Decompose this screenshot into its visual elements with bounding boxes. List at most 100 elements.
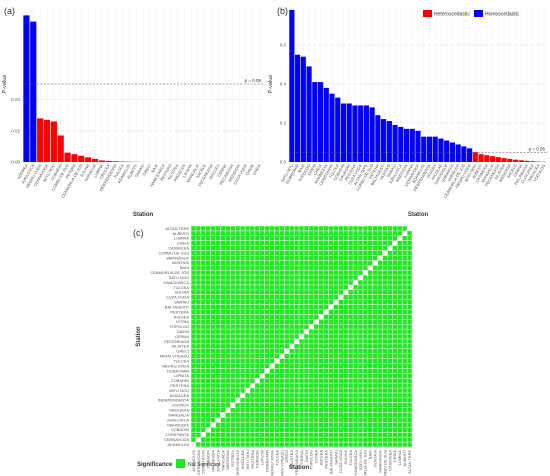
heatmap-cell	[309, 353, 314, 359]
heatmap-cell	[240, 319, 245, 324]
heatmap-cell	[260, 353, 265, 359]
x-tick-label: SARAIU	[333, 450, 338, 465]
heatmap-cell	[363, 344, 368, 349]
heatmap-cell	[230, 324, 235, 329]
heatmap-cell	[240, 255, 245, 261]
bar	[438, 138, 444, 162]
heatmap-cell	[402, 417, 407, 423]
heatmap-cell	[387, 388, 393, 393]
heatmap-cell	[314, 398, 319, 403]
heatmap-cell	[338, 334, 343, 339]
heatmap-cell	[294, 388, 299, 393]
heatmap-cell	[382, 295, 388, 300]
heatmap-cell	[323, 260, 329, 266]
heatmap-cell	[196, 226, 201, 231]
heatmap-cell	[377, 363, 383, 369]
heatmap-cell	[289, 270, 294, 275]
heatmap-cell	[294, 290, 299, 295]
heatmap-cell	[372, 236, 378, 241]
heatmap-cell	[323, 349, 329, 354]
heatmap-cell	[338, 393, 343, 398]
heatmap-cell	[201, 403, 206, 408]
heatmap-cell	[220, 309, 226, 315]
heatmap-cell	[279, 398, 285, 403]
heatmap-cell	[343, 388, 348, 393]
heatmap-cell	[240, 407, 245, 413]
heatmap-cell	[235, 250, 240, 256]
heatmap-cell	[363, 255, 368, 261]
heatmap-cell	[333, 349, 339, 354]
heatmap-cell	[343, 417, 348, 423]
bar	[507, 158, 513, 162]
heatmap-cell	[240, 334, 245, 339]
heatmap-cell	[382, 226, 388, 231]
heatmap-cell	[269, 324, 275, 329]
heatmap-cell	[250, 275, 255, 280]
heatmap-cell	[196, 324, 201, 329]
heatmap-cell	[220, 378, 226, 383]
heatmap-cell	[407, 245, 412, 251]
heatmap-cell	[235, 437, 240, 442]
heatmap-cell	[289, 295, 294, 300]
heatmap-cell	[387, 353, 393, 359]
heatmap-cell	[279, 245, 285, 251]
heatmap-cell	[264, 270, 270, 275]
heatmap-cell	[269, 240, 275, 246]
heatmap-cell	[397, 398, 402, 403]
heatmap-cell	[309, 260, 314, 266]
heatmap-cell	[225, 280, 231, 285]
bar	[358, 105, 364, 162]
heatmap-cell	[235, 388, 240, 393]
heatmap-cell	[397, 344, 402, 349]
heatmap-cell	[338, 349, 343, 354]
heatmap-cell	[201, 422, 206, 428]
heatmap-cell	[210, 319, 216, 324]
heatmap-cell	[372, 324, 378, 329]
heatmap-cell	[289, 226, 294, 231]
heatmap-cell	[210, 265, 216, 270]
heatmap-cell	[407, 368, 412, 374]
heatmap-cell	[279, 393, 285, 398]
heatmap-cell	[363, 349, 368, 354]
heatmap-cell	[191, 304, 196, 310]
heatmap-cell	[264, 383, 270, 388]
heatmap-cell	[205, 442, 211, 447]
heatmap-cell	[225, 270, 231, 275]
heatmap-cell	[382, 378, 388, 383]
heatmap-cell	[210, 442, 216, 447]
heatmap-cell	[255, 260, 260, 266]
heatmap-cell	[387, 358, 393, 364]
heatmap-cell	[343, 250, 348, 256]
heatmap-cell	[235, 407, 240, 413]
heatmap-cell	[338, 407, 343, 413]
heatmap-cell	[402, 393, 407, 398]
heatmap-cell	[205, 231, 211, 236]
heatmap-cell	[220, 270, 226, 275]
heatmap-cell	[289, 299, 294, 305]
heatmap-cell	[260, 344, 265, 349]
heatmap-cell	[402, 412, 407, 418]
heatmap-cell	[377, 314, 383, 320]
heatmap-cell	[377, 240, 383, 246]
heatmap-cell	[210, 280, 216, 285]
heatmap-cell	[392, 407, 398, 413]
heatmap-cell	[284, 398, 289, 403]
heatmap-cell	[201, 319, 206, 324]
heatmap-cell-diagonal	[235, 398, 240, 403]
heatmap-cell	[333, 339, 339, 344]
heatmap-cell	[377, 250, 383, 256]
heatmap-cell	[338, 290, 343, 295]
heatmap-cell	[323, 304, 329, 310]
x-tick-label: AMZACEA	[240, 450, 245, 470]
heatmap-cell	[348, 240, 353, 246]
heatmap-cell	[299, 236, 304, 241]
panel-a-bars	[23, 15, 140, 162]
heatmap-cell	[314, 245, 319, 251]
x-tick-label: SULINA	[343, 450, 348, 465]
heatmap-cell	[289, 329, 294, 334]
heatmap-cell	[196, 295, 201, 300]
heatmap-cell	[387, 368, 393, 374]
heatmap-cell	[220, 299, 226, 305]
heatmap-cell	[309, 285, 314, 290]
heatmap-cell	[299, 388, 304, 393]
